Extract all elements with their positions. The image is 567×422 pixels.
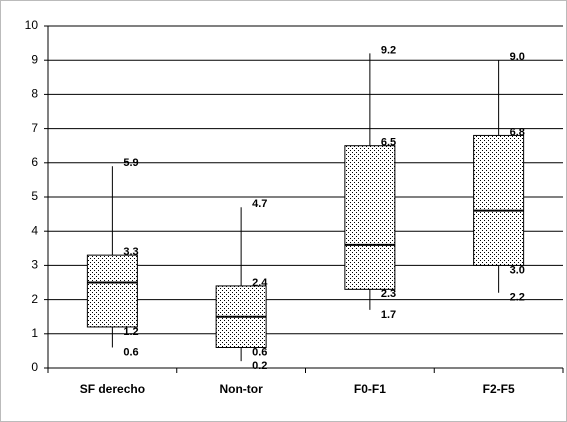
y-tick-label: 5 — [31, 189, 38, 203]
value-label: 5.9 — [123, 157, 138, 169]
value-label: 1.7 — [381, 309, 396, 321]
y-tick-label: 2 — [31, 292, 38, 306]
y-tick-label: 9 — [31, 52, 38, 66]
y-tick-label: 10 — [25, 18, 39, 32]
value-label: 2.4 — [252, 277, 268, 289]
value-label: 3.0 — [510, 264, 525, 276]
value-label: 6.5 — [381, 137, 396, 149]
y-tick-label: 4 — [31, 223, 38, 237]
value-label: 2.3 — [381, 288, 396, 300]
value-label: 3.3 — [123, 246, 138, 258]
y-tick-label: 0 — [31, 360, 38, 374]
box — [86, 254, 138, 328]
box — [344, 145, 396, 290]
value-label: 0.6 — [252, 346, 267, 358]
value-label: 9.2 — [381, 44, 396, 56]
x-tick-label: F2-F5 — [483, 382, 515, 396]
x-tick-label: SF derecho — [80, 382, 145, 396]
value-label: 2.2 — [510, 292, 525, 304]
value-label: 1.2 — [123, 326, 138, 338]
box — [473, 134, 525, 266]
value-label: 6.8 — [510, 126, 525, 138]
y-tick-label: 7 — [31, 121, 38, 135]
value-label: 9.0 — [510, 51, 525, 63]
value-label: 0.6 — [123, 346, 138, 358]
y-tick-label: 8 — [31, 87, 38, 101]
value-label: 0.2 — [252, 360, 267, 372]
value-label: 4.7 — [252, 198, 267, 210]
y-tick-label: 3 — [31, 258, 38, 272]
x-tick-label: Non-tor — [219, 382, 263, 396]
y-tick-label: 6 — [31, 155, 38, 169]
x-tick-label: F0-F1 — [354, 382, 386, 396]
y-tick-label: 1 — [31, 326, 38, 340]
